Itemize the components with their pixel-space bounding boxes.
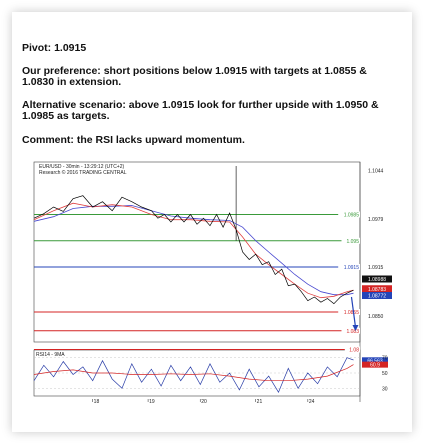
price-flag <box>362 275 392 283</box>
chart-header-credit: Research © 2016 TRADING CENTRAL <box>39 170 127 176</box>
series-ma_fast <box>33 202 354 299</box>
x-tick-label: 20 <box>201 399 207 405</box>
level-label: 1.0985 <box>344 213 360 219</box>
rsi-y-tick-label: 50 <box>382 371 388 377</box>
rsi-flag-label: 60.9 <box>370 363 380 369</box>
level-label: 1.0855 <box>344 310 360 316</box>
y-tick-label: 1.1044 <box>368 168 384 174</box>
level-label-bg <box>344 346 360 353</box>
level-label: 1.0915 <box>344 265 360 271</box>
y-tick-label: 1.0979 <box>368 217 384 223</box>
price-flag-label: 1.08772 <box>368 294 386 300</box>
series-price <box>33 195 354 305</box>
x-tick-label: 19 <box>149 399 155 405</box>
pivot-text: Pivot: 1.0915 <box>22 42 87 54</box>
level-label-bg <box>338 309 360 315</box>
rsi-flag <box>362 357 388 364</box>
x-tick-label: 18 <box>94 399 100 405</box>
main-panel-frame <box>33 161 361 343</box>
rsi-flag <box>362 361 388 368</box>
level-label: 1.083 <box>346 329 359 335</box>
x-tick-label: 24 <box>309 399 315 405</box>
series-rsi_ma <box>33 364 354 382</box>
level-label-bg <box>341 237 360 244</box>
level-label-bg <box>338 264 360 270</box>
price-flag-label: 1.08988 <box>368 277 386 283</box>
alternative-text: Alternative scenario: above 1.0915 look … <box>22 99 379 122</box>
series-rsi <box>33 357 354 393</box>
level-label: 1.095 <box>346 239 359 245</box>
forecast-arrow-line <box>350 296 357 328</box>
y-tick-label: 1.0850 <box>368 314 384 320</box>
level-label-bg <box>341 327 360 334</box>
level-label: 1.08 <box>349 348 359 354</box>
comment-text: Comment: the RSI lacks upward momentum. <box>22 134 245 146</box>
price-flag-label: 1.08783 <box>368 287 386 293</box>
preference-text: Our preference: short positions below 1.… <box>22 65 367 88</box>
rsi-y-tick-label: 70 <box>382 356 388 362</box>
rsi-flag-label: 66.563 <box>367 358 383 364</box>
level-label-bg <box>338 211 360 218</box>
price-flag <box>362 292 392 299</box>
x-tick-label: 21 <box>257 399 263 405</box>
y-tick-label: 1.0915 <box>368 265 384 271</box>
forecast-arrow-head <box>352 325 359 331</box>
rsi-y-tick-label: 30 <box>382 386 388 392</box>
price-flag <box>362 285 392 293</box>
rsi-title: RSI14 - 9MA <box>36 352 65 358</box>
chart-header-title: EUR/USD - 30min - 13:29:12 (UTC+2) <box>39 164 125 170</box>
